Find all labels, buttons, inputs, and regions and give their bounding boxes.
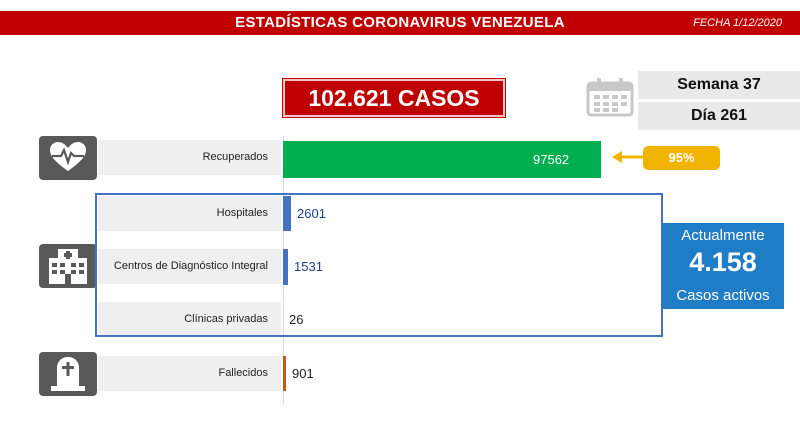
active-cases-value: 4.158 [689,247,757,277]
row-background [98,249,281,284]
row-background [98,196,281,231]
hospital-icon-box [39,244,97,288]
active-cases-heading: Actualmente [681,227,765,244]
value-label-clinicas: 26 [289,312,304,327]
page-title: ESTADÍSTICAS CORONAVIRUS VENEZUELA [235,14,565,31]
row-background [98,140,281,175]
tombstone-icon [51,357,85,391]
bar-cdi [283,249,288,285]
category-label-recuperados: Recuperados [202,151,268,163]
calendar-icon [586,78,634,117]
category-label-clinicas: Clínicas privadas [184,313,268,325]
row-background [98,302,281,337]
total-cases-badge: 102.621 CASOS [283,79,505,117]
bar-fallecidos [283,356,286,391]
day-counter: Día 261 [638,102,800,130]
week-counter: Semana 37 [638,71,800,99]
arrow-left-icon [612,151,646,163]
report-date: FECHA 1/12/2020 [693,17,782,29]
value-label-fallecidos: 901 [292,366,314,381]
bar-hospitales [283,196,291,231]
heart-pulse-icon [50,142,86,171]
value-label-hospitales: 2601 [297,206,326,221]
deceased-icon-box [39,352,97,396]
recovered-percent-badge: 95% [643,146,720,170]
bar-recuperados [283,141,601,178]
hospitalized-group-frame [95,193,663,337]
value-label-cdi: 1531 [294,259,323,274]
header-bar: ESTADÍSTICAS CORONAVIRUS VENEZUELA FECHA… [0,11,800,35]
value-label-recuperados: 97562 [533,152,570,167]
active-cases-panel: Actualmente 4.158 Casos activos [662,223,784,309]
category-label-hospitales: Hospitales [216,207,268,219]
category-label-cdi: Centros de Diagnóstico Integral [113,260,268,272]
hospital-icon [49,249,87,284]
row-background [98,356,281,391]
active-cases-caption: Casos activos [676,287,770,304]
recovered-icon-box [39,136,97,180]
category-label-fallecidos: Fallecidos [218,367,268,379]
